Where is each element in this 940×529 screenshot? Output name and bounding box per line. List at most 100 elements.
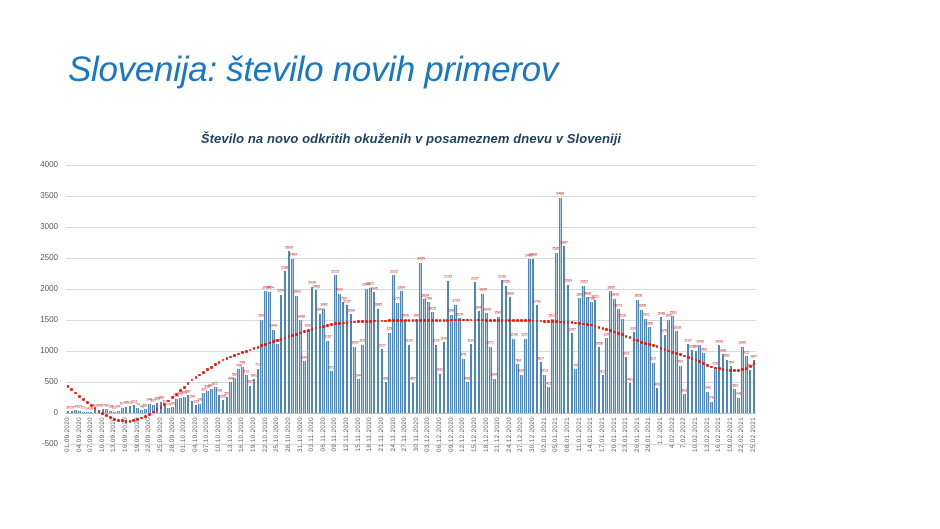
trend-dot xyxy=(116,418,120,422)
bar-value-label: 1344 xyxy=(269,324,278,328)
y-tick-label: 1500 xyxy=(40,315,58,324)
bar-value-label: 1834 xyxy=(420,293,429,298)
bar-value-label: 1602 xyxy=(315,308,324,312)
bar xyxy=(260,319,264,413)
trend-dot xyxy=(233,354,236,357)
bar xyxy=(636,299,640,413)
bar xyxy=(698,345,702,413)
bar xyxy=(473,282,477,413)
bar-value-label: 1100 xyxy=(358,339,367,343)
bar-value-label: 321 xyxy=(200,387,207,392)
trend-dot xyxy=(613,330,616,334)
gridline xyxy=(66,258,756,259)
trend-dot xyxy=(70,388,74,391)
trend-dot xyxy=(132,419,136,422)
bar-value-label: 2056 xyxy=(502,280,510,284)
gridline xyxy=(66,382,756,383)
bar xyxy=(396,302,399,413)
bar xyxy=(733,389,736,413)
bar xyxy=(551,319,554,413)
bar xyxy=(516,364,519,413)
bar xyxy=(504,285,508,413)
x-tick-label: 09.12.2020 xyxy=(447,417,455,452)
y-tick-label: 2500 xyxy=(40,253,58,262)
trend-dot xyxy=(128,420,132,424)
bar-value-label: 717 xyxy=(254,363,261,367)
trend-dot xyxy=(237,352,240,356)
trend-dot xyxy=(368,319,372,323)
bar xyxy=(613,298,616,413)
bar xyxy=(469,344,473,413)
bar-value-label: 1904 xyxy=(277,289,286,293)
bar-value-label: 168 xyxy=(154,397,161,401)
x-tick-label: 22.09.2020 xyxy=(145,417,153,452)
bar xyxy=(593,300,597,413)
bar-value-label: 962 xyxy=(700,347,707,352)
trend-dot xyxy=(419,319,423,322)
trend-dot xyxy=(144,415,147,419)
bar-value-label: 2484 xyxy=(288,253,297,257)
trend-dot xyxy=(744,367,748,370)
trend-dot xyxy=(372,319,376,323)
trend-dot xyxy=(206,368,209,371)
bar xyxy=(527,259,531,413)
bar xyxy=(217,394,221,413)
bar-value-label: 2687 xyxy=(560,240,569,245)
bar xyxy=(578,298,581,413)
bar-value-label: 1587 xyxy=(447,309,456,313)
x-tick-label: 23.01.2021 xyxy=(622,417,630,452)
bar-value-label: 1140 xyxy=(440,336,448,341)
bar xyxy=(601,375,605,413)
bar xyxy=(438,373,442,413)
bar-value-label: 1787 xyxy=(339,296,348,301)
bar-value-label: 1318 xyxy=(672,325,681,330)
bar-value-label: 387 xyxy=(208,383,215,388)
bar xyxy=(493,378,496,413)
bar-value-label: 356 xyxy=(204,385,211,389)
bar-value-label: 1868 xyxy=(583,291,592,296)
trend-dot xyxy=(473,318,477,322)
bar xyxy=(694,350,698,413)
bar xyxy=(275,344,279,413)
trend-dot xyxy=(574,321,578,325)
x-tick-label: 27.11.2020 xyxy=(401,417,409,452)
gridline xyxy=(66,165,756,166)
bar-value-label: 1851 xyxy=(575,292,584,297)
trend-dot xyxy=(461,318,465,322)
bar-value-label: 146 xyxy=(196,398,203,402)
bar-value-label: 2488 xyxy=(529,253,537,257)
trend-dot xyxy=(481,318,485,322)
bar-value-label: 1508 xyxy=(412,314,421,318)
bar xyxy=(427,302,430,413)
bar xyxy=(179,397,182,413)
bar-value-label: 613 xyxy=(541,369,548,373)
bar-value-label: 183 xyxy=(158,396,164,400)
trend-dot xyxy=(303,330,306,334)
trend-dot xyxy=(105,414,109,417)
bar xyxy=(210,389,213,413)
bar xyxy=(314,290,318,413)
bar xyxy=(562,246,566,413)
trend-dot xyxy=(717,367,721,371)
bar-value-label: 22 xyxy=(112,406,117,410)
bar xyxy=(287,251,291,413)
bar-value-label: 1786 xyxy=(587,296,596,301)
trend-dot xyxy=(268,341,271,345)
bar xyxy=(586,297,589,413)
trend-dot xyxy=(636,339,640,343)
bar-value-label: 1498 xyxy=(296,314,305,319)
bar xyxy=(128,406,132,413)
trend-dot xyxy=(434,318,438,322)
trend-dot xyxy=(399,319,403,322)
x-tick-label: 31.10.2020 xyxy=(296,417,304,452)
bar-value-label: 784 xyxy=(514,358,521,363)
x-tick-label: 07.09.2020 xyxy=(87,417,95,452)
trend-dot xyxy=(458,318,461,322)
bar xyxy=(194,405,198,413)
bar xyxy=(93,409,97,413)
bar xyxy=(605,338,609,413)
bar xyxy=(198,403,202,413)
trend-dot xyxy=(713,366,717,370)
trend-dot xyxy=(632,337,636,341)
bar xyxy=(710,401,713,413)
